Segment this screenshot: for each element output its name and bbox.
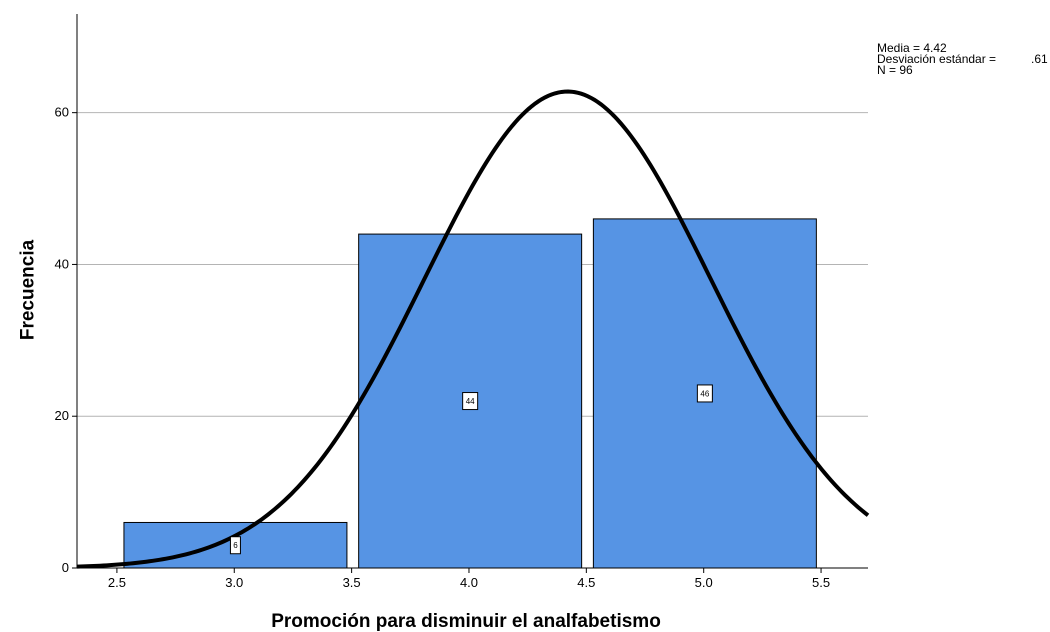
stats-sd-label: Desviación estándar = xyxy=(877,52,997,66)
x-tick-label: 5.0 xyxy=(695,575,713,590)
stats-n: N = 96 xyxy=(877,63,913,77)
bar-label-box xyxy=(696,384,713,403)
x-tick-label: 5.5 xyxy=(812,575,830,590)
statistics-legend: Media = 4.42 Desviación estándar = .61 N… xyxy=(877,41,1048,77)
y-axis-title: Frecuencia xyxy=(18,239,39,340)
y-tick-labels: 0 20 40 60 xyxy=(55,105,77,575)
x-tick-label: 4.5 xyxy=(577,575,595,590)
y-tick-label: 60 xyxy=(55,105,69,120)
bar-labels: 6 44 46 xyxy=(229,384,713,555)
stats-sd-value: .61 xyxy=(1031,52,1048,66)
x-tick-label: 2.5 xyxy=(108,575,126,590)
normal-curve-line xyxy=(76,89,870,569)
y-tick-label: 0 xyxy=(62,560,69,575)
x-tick-label: 3.0 xyxy=(225,575,243,590)
bar-value-label: 44 xyxy=(466,397,475,406)
bar-value-label: 6 xyxy=(233,541,238,550)
axes xyxy=(76,14,868,569)
x-tick-label: 4.0 xyxy=(460,575,478,590)
x-axis-title: Promoción para disminuir el analfabetism… xyxy=(271,611,661,632)
stats-sd-row: Desviación estándar = .61 xyxy=(877,52,1048,66)
bar-label-box xyxy=(229,536,241,555)
x-tick-labels: 2.5 3.0 3.5 4.0 4.5 5.0 5.5 xyxy=(108,568,830,590)
x-tick-label: 3.5 xyxy=(343,575,361,590)
y-tick-label: 20 xyxy=(55,408,69,423)
stats-mean: Media = 4.42 xyxy=(877,41,947,55)
bar-label-box xyxy=(462,392,479,411)
y-tick-label: 40 xyxy=(55,256,69,271)
bar-value-label: 46 xyxy=(700,389,709,398)
normal-curve xyxy=(76,89,870,569)
